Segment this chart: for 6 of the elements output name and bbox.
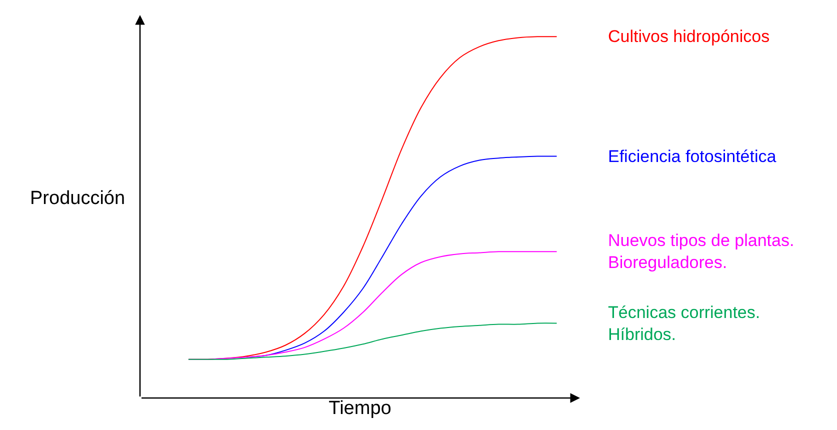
text: Nuevos tipos de plantas. Bioreguladores. [608,231,794,272]
text: Eficiencia fotosintética [608,147,777,166]
text: Cultivos hidropónicos [608,27,770,46]
text: Técnicas corrientes. Híbridos. [608,303,760,344]
y-axis-title: Producción [30,188,126,209]
x-axis-title: Tiempo [328,398,392,419]
